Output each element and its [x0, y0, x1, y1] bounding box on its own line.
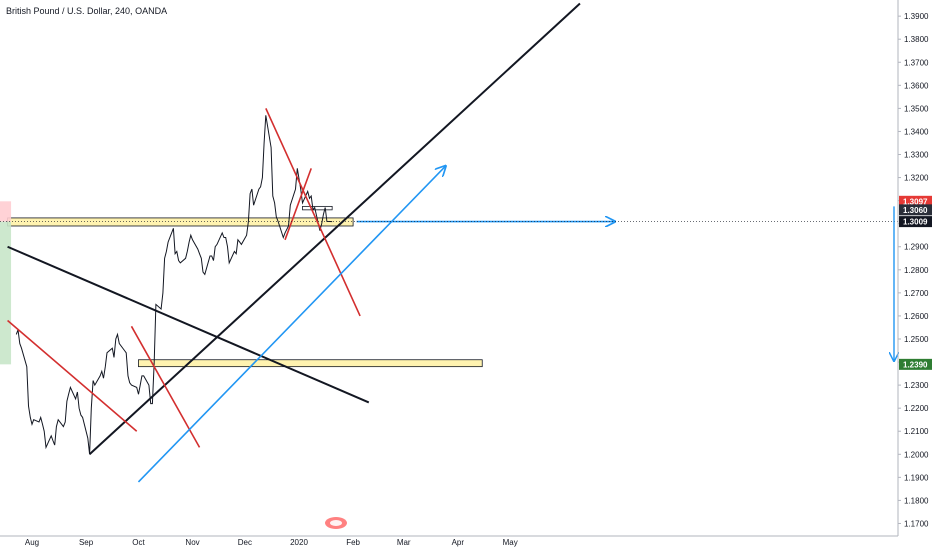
- price-tick-label: 1.1900: [904, 473, 929, 482]
- price-tick-label: 1.3800: [904, 35, 929, 44]
- price-series-layer: [15, 115, 333, 455]
- tradingview-logo: [325, 517, 347, 529]
- price-tick-label: 1.2200: [904, 404, 929, 413]
- price-tick-label: 1.2500: [904, 335, 929, 344]
- price-tag-bg: [899, 358, 932, 370]
- price-axis[interactable]: 1.1700 1.1800 1.1900 1.2000 1.2100 1.2200 1.23…: [897, 0, 929, 536]
- price-tick-label: 1.3300: [904, 151, 929, 160]
- price-tag-bg: [899, 204, 932, 216]
- price-tick-label: 1.2800: [904, 266, 929, 275]
- position-target-zone[interactable]: [0, 221, 12, 365]
- price-tick-label: 1.3200: [904, 174, 929, 183]
- price-tag-label: 1.3009: [903, 218, 928, 227]
- price-tick-label: 1.3900: [904, 12, 929, 21]
- price-tick-label: 1.2900: [904, 243, 929, 252]
- trend-line[interactable]: [130, 325, 201, 448]
- horizontal-zone[interactable]: [138, 359, 483, 368]
- time-tick-label: Feb: [346, 538, 360, 547]
- price-tag: 1.2390: [899, 358, 932, 370]
- price-tag-bg: [899, 195, 932, 207]
- time-tick-label: Sep: [79, 538, 94, 547]
- time-tick-label: Apr: [452, 538, 465, 547]
- price-tag: 1.3009: [899, 216, 932, 228]
- price-tick-label: 1.1800: [904, 496, 929, 505]
- trend-line[interactable]: [284, 168, 312, 241]
- price-tag-label: 1.3097: [903, 197, 928, 206]
- price-tick-label: 1.2000: [904, 450, 929, 459]
- price-tick-label: 1.2600: [904, 312, 929, 321]
- price-tick-label: 1.3500: [904, 104, 929, 113]
- horizontal-zone[interactable]: [302, 205, 333, 211]
- trend-line[interactable]: [7, 245, 370, 404]
- arrow-line[interactable]: [137, 166, 445, 483]
- price-tag: 1.3060: [899, 204, 932, 216]
- time-tick-label: Dec: [238, 538, 252, 547]
- trend-line[interactable]: [88, 2, 581, 456]
- price-tick-label: 1.1700: [904, 519, 929, 528]
- zone-layer: [0, 201, 483, 368]
- position-stop-zone[interactable]: [0, 201, 12, 222]
- price-tick-label: 1.3700: [904, 58, 929, 67]
- time-tick-label: Aug: [25, 538, 39, 547]
- time-tick-label: May: [503, 538, 518, 547]
- price-tag-bg: [899, 216, 932, 228]
- trend-line[interactable]: [265, 108, 361, 317]
- time-tick-label: 2020: [290, 538, 308, 547]
- price-tick-label: 1.2100: [904, 427, 929, 436]
- time-axis[interactable]: Aug Sep Oct Nov Dec 2020 Feb Mar Apr May: [0, 535, 898, 547]
- drawing-layer: [0, 2, 898, 483]
- price-tick-label: 1.3600: [904, 81, 929, 90]
- price-tick-label: 1.2300: [904, 381, 929, 390]
- price-tag-label: 1.3060: [903, 206, 928, 215]
- price-tick-label: 1.3400: [904, 127, 929, 136]
- symbol-title: British Pound / U.S. Dollar, 240, OANDA: [6, 6, 168, 16]
- time-tick-label: Oct: [132, 538, 145, 547]
- logo-inner: [330, 520, 342, 526]
- horizontal-zone[interactable]: [7, 217, 354, 227]
- time-tick-label: Nov: [185, 538, 199, 547]
- price-tag: 1.3097: [899, 195, 932, 207]
- price-tag-label: 1.2390: [903, 360, 928, 369]
- price-line: [15, 115, 333, 455]
- price-tick-label: 1.2700: [904, 289, 929, 298]
- time-tick-label: Mar: [397, 538, 411, 547]
- trend-line[interactable]: [7, 319, 138, 432]
